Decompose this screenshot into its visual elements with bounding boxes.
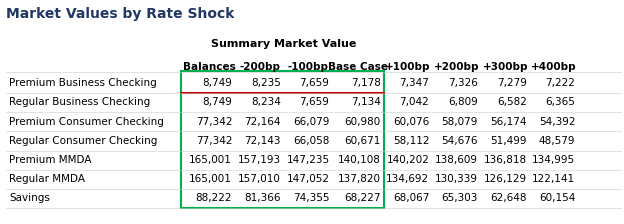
Text: 77,342: 77,342 bbox=[196, 136, 232, 146]
Text: 48,579: 48,579 bbox=[539, 136, 575, 146]
Text: 60,671: 60,671 bbox=[344, 136, 381, 146]
Text: 66,058: 66,058 bbox=[293, 136, 329, 146]
Text: 7,178: 7,178 bbox=[351, 78, 381, 88]
Text: -100bp: -100bp bbox=[288, 62, 329, 72]
Text: Premium Business Checking: Premium Business Checking bbox=[9, 78, 157, 88]
Text: 56,174: 56,174 bbox=[490, 116, 527, 127]
Text: 58,079: 58,079 bbox=[442, 116, 478, 127]
Text: Premium MMDA: Premium MMDA bbox=[9, 155, 92, 165]
Text: 7,326: 7,326 bbox=[448, 78, 478, 88]
Text: 60,076: 60,076 bbox=[393, 116, 429, 127]
Text: 134,995: 134,995 bbox=[532, 155, 575, 165]
Text: 60,980: 60,980 bbox=[344, 116, 381, 127]
Text: 66,079: 66,079 bbox=[293, 116, 329, 127]
Text: +400bp: +400bp bbox=[531, 62, 577, 72]
Text: 8,749: 8,749 bbox=[202, 97, 232, 108]
Text: Balances: Balances bbox=[183, 62, 236, 72]
Text: 68,067: 68,067 bbox=[393, 193, 429, 203]
Text: 7,134: 7,134 bbox=[351, 97, 381, 108]
Text: 7,659: 7,659 bbox=[300, 78, 329, 88]
Text: 126,129: 126,129 bbox=[484, 174, 527, 184]
Text: Regular Business Checking: Regular Business Checking bbox=[9, 97, 150, 108]
Text: 54,392: 54,392 bbox=[539, 116, 575, 127]
Text: Base Case: Base Case bbox=[328, 62, 388, 72]
Text: +300bp: +300bp bbox=[483, 62, 528, 72]
Text: 8,235: 8,235 bbox=[251, 78, 281, 88]
Text: 72,164: 72,164 bbox=[245, 116, 281, 127]
Text: 147,235: 147,235 bbox=[286, 155, 329, 165]
Text: 137,820: 137,820 bbox=[338, 174, 381, 184]
Text: +200bp: +200bp bbox=[434, 62, 479, 72]
Text: Market Values by Rate Shock: Market Values by Rate Shock bbox=[6, 7, 235, 21]
Text: 77,342: 77,342 bbox=[196, 116, 232, 127]
Text: Premium Consumer Checking: Premium Consumer Checking bbox=[9, 116, 164, 127]
Text: 68,227: 68,227 bbox=[344, 193, 381, 203]
Text: -200bp: -200bp bbox=[239, 62, 280, 72]
Text: 6,809: 6,809 bbox=[448, 97, 478, 108]
Text: +100bp: +100bp bbox=[386, 62, 431, 72]
Text: 60,154: 60,154 bbox=[539, 193, 575, 203]
Text: 147,052: 147,052 bbox=[286, 174, 329, 184]
Text: 7,279: 7,279 bbox=[497, 78, 527, 88]
Text: 7,659: 7,659 bbox=[300, 97, 329, 108]
Text: 74,355: 74,355 bbox=[293, 193, 329, 203]
Text: 65,303: 65,303 bbox=[442, 193, 478, 203]
Text: Regular MMDA: Regular MMDA bbox=[9, 174, 85, 184]
Text: 136,818: 136,818 bbox=[484, 155, 527, 165]
Text: Regular Consumer Checking: Regular Consumer Checking bbox=[9, 136, 158, 146]
Text: 6,365: 6,365 bbox=[545, 97, 575, 108]
Text: 165,001: 165,001 bbox=[189, 155, 232, 165]
Text: 7,222: 7,222 bbox=[545, 78, 575, 88]
Text: 81,366: 81,366 bbox=[245, 193, 281, 203]
Text: 8,234: 8,234 bbox=[251, 97, 281, 108]
Text: 88,222: 88,222 bbox=[196, 193, 232, 203]
Text: 165,001: 165,001 bbox=[189, 174, 232, 184]
Text: 7,042: 7,042 bbox=[399, 97, 429, 108]
Text: 54,676: 54,676 bbox=[442, 136, 478, 146]
Text: 7,347: 7,347 bbox=[399, 78, 429, 88]
Text: 130,339: 130,339 bbox=[435, 174, 478, 184]
Text: 157,010: 157,010 bbox=[238, 174, 281, 184]
Text: 8,749: 8,749 bbox=[202, 78, 232, 88]
Text: 58,112: 58,112 bbox=[393, 136, 429, 146]
Text: 138,609: 138,609 bbox=[435, 155, 478, 165]
Text: 157,193: 157,193 bbox=[238, 155, 281, 165]
Text: 51,499: 51,499 bbox=[490, 136, 527, 146]
Text: 134,692: 134,692 bbox=[386, 174, 429, 184]
Text: Savings: Savings bbox=[9, 193, 51, 203]
Text: 122,141: 122,141 bbox=[532, 174, 575, 184]
Text: 62,648: 62,648 bbox=[490, 193, 527, 203]
Text: 140,202: 140,202 bbox=[386, 155, 429, 165]
Text: Summary Market Value: Summary Market Value bbox=[212, 39, 356, 49]
Text: 140,108: 140,108 bbox=[338, 155, 381, 165]
Text: 72,143: 72,143 bbox=[245, 136, 281, 146]
Text: 6,582: 6,582 bbox=[497, 97, 527, 108]
